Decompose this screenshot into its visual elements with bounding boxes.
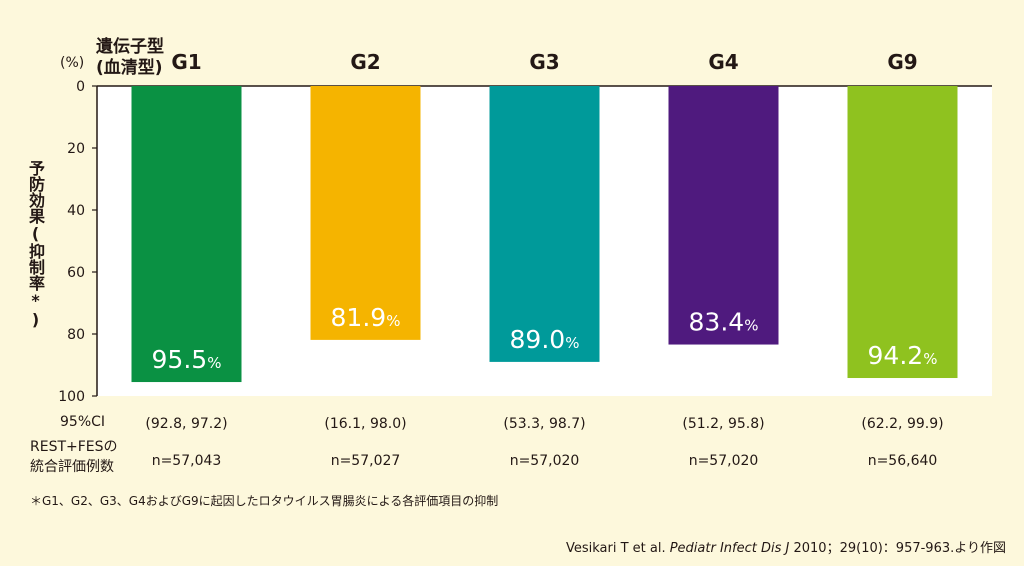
category-labels: G1 G2 G3 G4 G9 xyxy=(171,50,917,74)
source-details: 2010；29(10)：957-963.より作図 xyxy=(789,541,1006,556)
category-label-g4: G4 xyxy=(708,50,738,74)
n-value-g3: n=57,020 xyxy=(510,453,580,469)
footnote: ＊G1、G2、G3、G4およびG9に起因したロタウイルス胃腸炎による各評価項目の… xyxy=(30,494,499,508)
category-label-g1: G1 xyxy=(171,50,201,74)
genotype-header-line2: (血清型) xyxy=(96,58,163,78)
category-label-g2: G2 xyxy=(350,50,380,74)
bar-g9 xyxy=(847,86,958,379)
bar-g4 xyxy=(668,86,779,345)
n-value-g2: n=57,027 xyxy=(331,453,401,469)
bars: 95.5% 81.9% 89.0% 83.4% 94.2% xyxy=(131,86,958,383)
source-journal: Pediatr Infect Dis J xyxy=(669,541,790,556)
y-tick-label: 0 xyxy=(76,79,85,95)
n-row-label-line1: REST+FESの xyxy=(30,439,118,455)
category-label-g9: G9 xyxy=(887,50,917,74)
y-tick-label: 100 xyxy=(58,389,85,405)
ci-value-g1: (92.8, 97.2) xyxy=(145,416,227,432)
ci-value-g9: (62.2, 99.9) xyxy=(861,416,943,432)
source-authors: Vesikari T et al. xyxy=(565,541,670,556)
ci-row-label: 95%CI xyxy=(60,414,106,430)
y-tick-label: 80 xyxy=(67,327,85,343)
y-tick-label: 60 xyxy=(67,265,85,281)
n-row: n=57,043 n=57,027 n=57,020 n=57,020 n=56,640 xyxy=(152,453,938,469)
ci-value-g2: (16.1, 98.0) xyxy=(324,416,406,432)
value-label-g9: 94.2% xyxy=(868,341,938,370)
y-tick-label: 20 xyxy=(67,141,85,157)
source-citation: Vesikari T et al. Pediatr Infect Dis J 2… xyxy=(566,537,1006,556)
y-axis-label: 予防効果(抑制率*) xyxy=(26,160,45,329)
genotype-header-line1: 遺伝子型 xyxy=(96,37,164,57)
n-value-g4: n=57,020 xyxy=(689,453,759,469)
value-label-g1: 95.5% xyxy=(152,345,222,374)
value-label-g4: 83.4% xyxy=(689,308,759,337)
ci-value-g3: (53.3, 98.7) xyxy=(503,416,585,432)
value-label-g3: 89.0% xyxy=(510,325,580,354)
value-label-g2: 81.9% xyxy=(331,303,401,332)
ci-row: (92.8, 97.2) (16.1, 98.0) (53.3, 98.7) (51.… xyxy=(145,416,943,432)
bar-g3 xyxy=(489,86,600,362)
n-value-g1: n=57,043 xyxy=(152,453,222,469)
unit-label: (%) xyxy=(60,55,85,71)
y-tick-label: 40 xyxy=(67,203,85,219)
n-row-label-line2: 統合評価例数 xyxy=(30,459,114,475)
genotype-header: 遺伝子型 (血清型) xyxy=(96,37,164,79)
bar-g2 xyxy=(310,86,421,340)
category-label-g3: G3 xyxy=(529,50,559,74)
n-value-g9: n=56,640 xyxy=(868,453,938,469)
ci-value-g4: (51.2, 95.8) xyxy=(682,416,764,432)
n-row-label: REST+FESの 統合評価例数 xyxy=(30,437,118,477)
bar-g1 xyxy=(131,86,242,383)
